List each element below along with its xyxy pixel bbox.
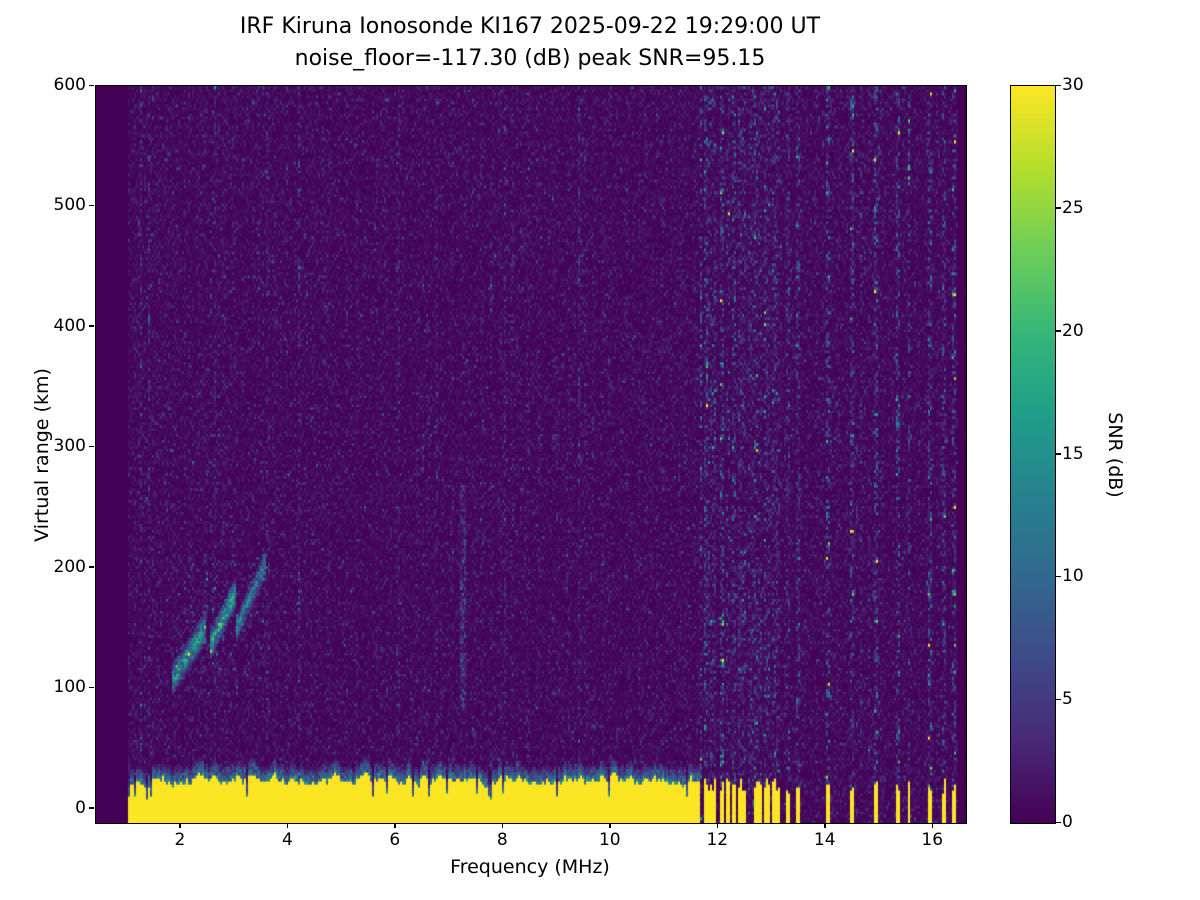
colorbar-tick-label: 20 — [1062, 320, 1084, 341]
y-tick-mark — [89, 84, 94, 86]
x-tick-label: 8 — [496, 830, 508, 850]
x-tick-label: 12 — [706, 830, 729, 850]
colorbar — [1010, 85, 1056, 824]
y-tick-mark — [89, 686, 94, 689]
y-tick-label: 0 — [75, 797, 86, 818]
chart-subtitle: noise_floor=-117.30 (dB) peak SNR=95.15 — [294, 46, 766, 71]
x-tick-label: 14 — [813, 830, 836, 850]
y-tick-mark — [89, 204, 94, 207]
x-tick-label: 4 — [281, 830, 293, 850]
colorbar-tick-label: 25 — [1062, 197, 1084, 218]
colorbar-tick-mark — [1056, 330, 1061, 332]
plot-area — [95, 85, 967, 824]
y-tick-mark — [89, 566, 94, 568]
x-axis-label: Frequency (MHz) — [450, 856, 610, 878]
x-tick-mark — [286, 823, 289, 828]
colorbar-tick-mark — [1056, 821, 1061, 823]
x-tick-mark — [824, 823, 826, 828]
colorbar-tick-label: 0 — [1062, 812, 1073, 832]
y-tick-label: 100 — [53, 677, 86, 698]
y-tick-mark — [89, 807, 94, 809]
x-tick-label: 6 — [389, 830, 401, 850]
x-tick-mark — [179, 823, 181, 828]
colorbar-gradient — [1011, 86, 1055, 823]
y-tick-label: 200 — [53, 556, 86, 577]
chart-title: IRF Kiruna Ionosonde KI167 2025-09-22 19… — [239, 14, 821, 39]
x-tick-mark — [394, 823, 396, 828]
colorbar-tick-label: 15 — [1062, 443, 1084, 464]
colorbar-tick-mark — [1056, 453, 1061, 455]
x-tick-label: 10 — [598, 830, 621, 850]
y-tick-label: 300 — [53, 436, 86, 457]
x-tick-mark — [931, 823, 934, 828]
x-tick-mark — [716, 823, 719, 828]
y-tick-label: 500 — [53, 195, 86, 216]
x-tick-mark — [609, 823, 611, 828]
colorbar-tick-mark — [1056, 575, 1061, 578]
y-tick-label: 400 — [53, 315, 86, 336]
colorbar-tick-label: 10 — [1062, 566, 1084, 587]
colorbar-tick-mark — [1056, 698, 1061, 701]
colorbar-tick-label: 5 — [1062, 689, 1073, 710]
x-tick-mark — [501, 823, 504, 828]
y-tick-label: 600 — [53, 75, 86, 95]
x-tick-label: 2 — [174, 830, 186, 850]
colorbar-label: SNR (dB) — [1104, 412, 1126, 498]
colorbar-tick-label: 30 — [1062, 75, 1084, 95]
y-tick-mark — [89, 325, 94, 327]
ionogram-heatmap-canvas — [96, 86, 966, 823]
y-tick-mark — [89, 445, 94, 448]
colorbar-tick-mark — [1056, 84, 1061, 86]
colorbar-tick-mark — [1056, 207, 1061, 209]
x-tick-label: 16 — [921, 830, 944, 850]
